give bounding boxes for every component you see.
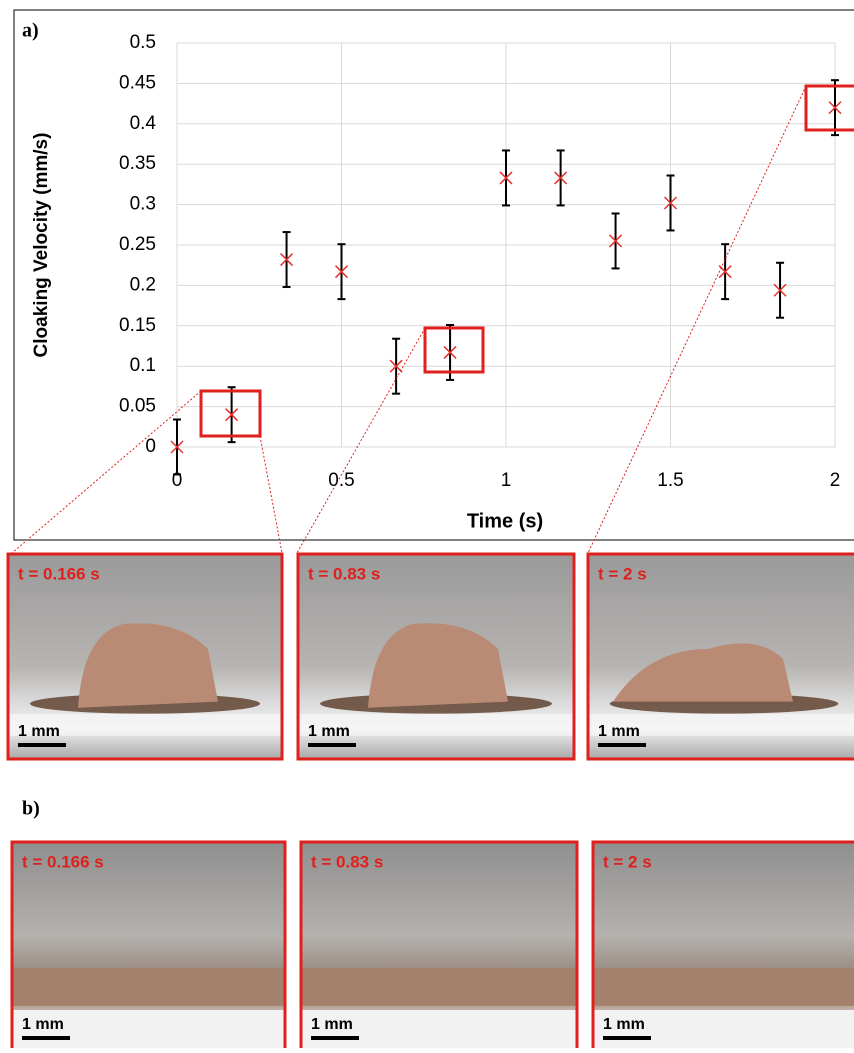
point	[170, 440, 184, 454]
highlight-box	[804, 84, 854, 132]
scale-label: 1 mm	[18, 723, 60, 740]
highlight-boxes	[199, 84, 854, 438]
photo-panel: t = 0.83 s 1 mm	[296, 552, 576, 761]
x-tick-label: 1.5	[657, 470, 683, 491]
y-tick-label: 0.5	[130, 32, 156, 53]
point	[828, 101, 842, 115]
sand-pile	[78, 623, 218, 708]
reflection	[12, 1010, 285, 1052]
reflection	[8, 713, 282, 736]
panel-label: b)	[22, 798, 40, 820]
connector	[587, 85, 807, 554]
scale-label: 1 mm	[598, 723, 640, 740]
y-tick-label: 0.4	[130, 113, 157, 134]
scale-label: 1 mm	[308, 723, 350, 740]
x-tick-label: 1	[501, 470, 512, 491]
connector	[296, 327, 426, 554]
y-tick-label: 0.35	[119, 153, 156, 174]
point	[443, 345, 457, 359]
photo-panel: t = 2 s 1 mm	[591, 840, 854, 1053]
scale-label: 1 mm	[603, 1016, 645, 1033]
time-label: t = 0.83 s	[308, 564, 380, 583]
sand-layer	[301, 968, 577, 1006]
scale-label: 1 mm	[311, 1016, 353, 1033]
reflection	[298, 713, 574, 736]
x-tick-label: 2	[830, 470, 841, 491]
photo-panel: t = 0.166 s 1 mm	[6, 552, 284, 761]
sand-layer	[12, 968, 285, 1006]
x-axis-label: Time (s)	[467, 510, 543, 532]
point	[663, 196, 678, 210]
reflection	[301, 1010, 577, 1052]
sand-pile	[368, 623, 508, 708]
y-tick-label: 0.1	[130, 355, 156, 376]
point	[334, 265, 349, 279]
photo-border	[296, 552, 576, 761]
highlight-box	[423, 326, 485, 374]
sand-layer	[593, 968, 854, 1006]
y-tick-label: 0.15	[119, 315, 156, 336]
point	[554, 171, 568, 185]
chart-frame	[13, 9, 854, 541]
y-tick-label: 0.2	[130, 274, 156, 295]
y-axis-label: Cloaking Velocity (mm/s)	[31, 133, 52, 358]
reflection	[593, 1010, 854, 1052]
panel-label: a)	[22, 20, 39, 42]
photo-panel: t = 0.166 s 1 mm	[10, 840, 287, 1053]
photo-border	[6, 552, 284, 761]
time-label: t = 2 s	[598, 564, 647, 583]
time-label: t = 0.83 s	[311, 852, 383, 871]
time-label: t = 0.166 s	[22, 852, 104, 871]
y-tick-label: 0.05	[119, 396, 156, 417]
connector	[11, 390, 202, 554]
point	[280, 253, 294, 267]
reflection	[588, 713, 854, 736]
photo-border	[586, 552, 854, 761]
photo-panel: t = 0.83 s 1 mm	[299, 840, 579, 1053]
x-tick-label: 0	[172, 470, 183, 491]
point	[609, 234, 623, 248]
point	[773, 283, 787, 297]
point	[499, 171, 513, 185]
time-label: t = 0.166 s	[18, 564, 100, 583]
point	[225, 408, 239, 422]
x-tick-label: 0.5	[328, 470, 354, 491]
photo-panel: t = 2 s 1 mm	[586, 552, 854, 761]
y-tick-label: 0	[145, 436, 156, 457]
sand-pile	[613, 643, 793, 702]
time-label: t = 2 s	[603, 852, 652, 871]
highlight-box	[199, 389, 262, 438]
y-tick-label: 0.25	[119, 234, 156, 255]
scale-label: 1 mm	[22, 1016, 64, 1033]
point	[389, 359, 403, 373]
connector-lines	[11, 85, 807, 554]
y-tick-label: 0.45	[119, 72, 156, 93]
y-tick-label: 0.3	[130, 194, 156, 215]
